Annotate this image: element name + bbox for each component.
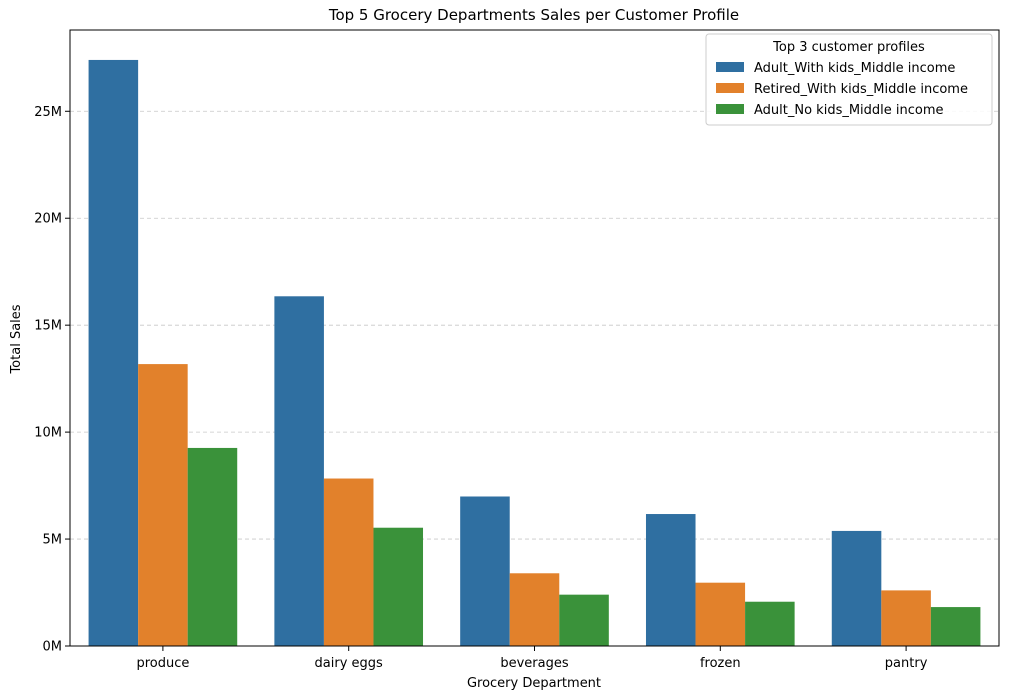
y-tick-label: 0M — [43, 640, 63, 655]
bar — [88, 59, 139, 646]
x-tick-label: beverages — [500, 656, 569, 671]
legend-entry-label: Adult_No kids_Middle income — [754, 103, 944, 118]
bar — [460, 496, 510, 646]
y-tick-label: 25M — [34, 105, 62, 120]
bar — [323, 478, 374, 646]
x-tick-label: pantry — [885, 656, 928, 671]
legend-box — [705, 33, 993, 126]
y-tick-label: 20M — [34, 212, 62, 227]
bar — [745, 601, 795, 646]
bar — [509, 573, 560, 646]
bar — [187, 447, 238, 646]
legend-swatch — [716, 104, 744, 114]
legend: Top 3 customer profiles Adult_With kids_… — [705, 33, 993, 126]
x-axis: produce dairy eggs beverages frozen pantry — [136, 646, 928, 671]
bar — [930, 607, 981, 646]
legend-entry-label: Adult_With kids_Middle income — [754, 61, 955, 76]
legend-entry-label: Retired_With kids_Middle income — [754, 82, 968, 97]
x-tick-label: produce — [136, 656, 189, 671]
y-axis: 0M 5M 10M 15M 20M 25M — [34, 105, 70, 655]
y-tick-label: 15M — [34, 319, 62, 334]
chart-title: Top 5 Grocery Departments Sales per Cust… — [328, 6, 739, 24]
x-axis-label: Grocery Department — [467, 676, 601, 691]
bar — [274, 296, 324, 646]
y-tick-label: 10M — [34, 426, 62, 441]
bar — [138, 364, 188, 646]
bars-group — [88, 59, 981, 646]
x-tick-label: frozen — [700, 656, 741, 671]
bar — [645, 514, 696, 646]
x-tick-label: dairy eggs — [315, 656, 384, 671]
bar — [831, 530, 882, 646]
bar — [373, 527, 424, 646]
y-tick-label: 5M — [43, 533, 63, 548]
legend-swatch — [716, 62, 744, 72]
legend-swatch — [716, 83, 744, 93]
y-axis-label: Total Sales — [9, 304, 24, 374]
bar — [695, 582, 746, 646]
legend-title: Top 3 customer profiles — [772, 40, 925, 55]
bar — [881, 590, 931, 646]
bar — [559, 594, 609, 646]
